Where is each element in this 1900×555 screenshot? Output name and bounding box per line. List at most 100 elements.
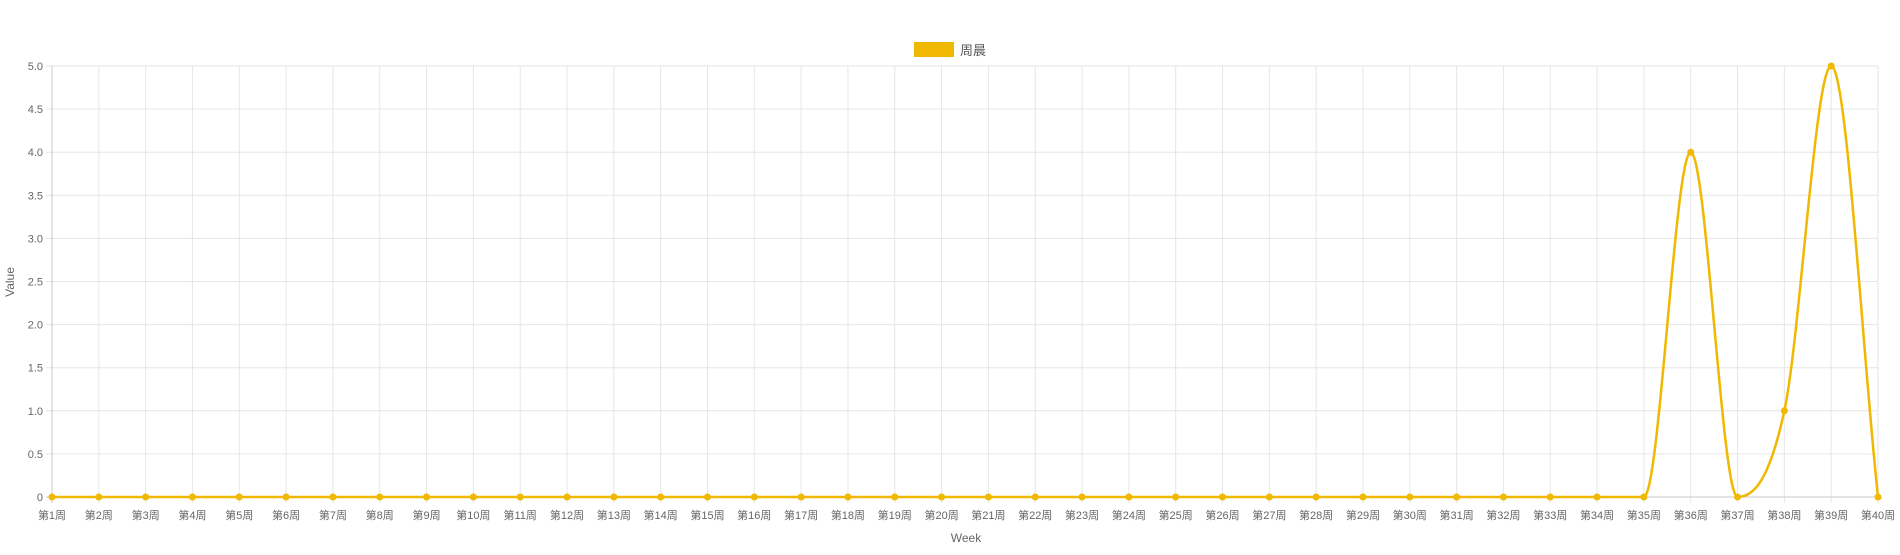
data-point[interactable]	[1406, 493, 1414, 501]
y-axis-title: Value	[3, 267, 17, 297]
data-point[interactable]	[1734, 493, 1742, 501]
data-point[interactable]	[1031, 493, 1039, 501]
data-point[interactable]	[1593, 493, 1601, 501]
x-tick-label: 第36周	[1674, 508, 1708, 522]
y-tick-label: 5.0	[28, 61, 43, 73]
grid-lines	[46, 65, 1879, 503]
data-point[interactable]	[188, 493, 196, 501]
y-tick-label: 4.5	[28, 104, 43, 116]
x-tick-label: 第22周	[1018, 508, 1052, 522]
y-tick-label: 4.0	[28, 147, 43, 159]
x-axis-title: Week	[951, 531, 982, 545]
x-tick-label: 第9周	[413, 508, 441, 522]
data-point[interactable]	[1546, 493, 1554, 501]
data-point[interactable]	[376, 493, 384, 501]
data-point[interactable]	[1078, 493, 1086, 501]
data-points	[48, 62, 1882, 501]
data-point[interactable]	[329, 493, 337, 501]
x-tick-label: 第13周	[597, 508, 631, 522]
x-tick-label: 第35周	[1627, 508, 1661, 522]
data-point[interactable]	[844, 493, 852, 501]
y-tick-labels: 0 0.5 1.0 1.5 2.0 2.5 3.0 3.5 4.0 4.5 5.0	[28, 61, 43, 504]
y-tick-label: 3.5	[28, 190, 43, 202]
x-tick-label: 第2周	[85, 508, 113, 522]
data-point[interactable]	[1827, 62, 1835, 70]
data-point[interactable]	[1172, 493, 1180, 501]
data-point[interactable]	[1219, 493, 1227, 501]
data-point[interactable]	[750, 493, 758, 501]
data-point[interactable]	[891, 493, 899, 501]
x-tick-label: 第12周	[550, 508, 584, 522]
x-tick-label: 第39周	[1814, 508, 1848, 522]
data-point[interactable]	[1359, 493, 1367, 501]
x-tick-label: 第28周	[1299, 508, 1333, 522]
x-tick-label: 第30周	[1393, 508, 1427, 522]
data-point[interactable]	[516, 493, 524, 501]
data-point[interactable]	[1312, 493, 1320, 501]
x-tick-label: 第25周	[1159, 508, 1193, 522]
x-tick-label: 第1周	[38, 508, 66, 522]
data-point[interactable]	[142, 493, 150, 501]
x-tick-label: 第40周	[1861, 508, 1895, 522]
x-tick-label: 第38周	[1767, 508, 1801, 522]
data-point[interactable]	[797, 493, 805, 501]
x-tick-label: 第14周	[644, 508, 678, 522]
data-point[interactable]	[610, 493, 618, 501]
x-tick-label: 第3周	[132, 508, 160, 522]
x-tick-label: 第32周	[1486, 508, 1520, 522]
legend[interactable]: 周晨	[914, 42, 986, 58]
data-point[interactable]	[1125, 493, 1133, 501]
data-point[interactable]	[938, 493, 946, 501]
x-tick-label: 第17周	[784, 508, 818, 522]
data-point[interactable]	[1874, 493, 1882, 501]
x-tick-label: 第31周	[1439, 508, 1473, 522]
data-point[interactable]	[95, 493, 103, 501]
data-point[interactable]	[1499, 493, 1507, 501]
x-tick-label: 第33周	[1533, 508, 1567, 522]
data-point[interactable]	[48, 493, 56, 501]
data-point[interactable]	[423, 493, 431, 501]
x-tick-label: 第15周	[690, 508, 724, 522]
x-tick-label: 第34周	[1580, 508, 1614, 522]
x-tick-label: 第7周	[319, 508, 347, 522]
data-point[interactable]	[1265, 493, 1273, 501]
x-tick-label: 第21周	[971, 508, 1005, 522]
x-tick-label: 第8周	[366, 508, 394, 522]
y-tick-label: 0	[37, 492, 43, 504]
x-tick-label: 第27周	[1252, 508, 1286, 522]
x-tick-label: 第26周	[1205, 508, 1239, 522]
y-tick-label: 2.5	[28, 277, 43, 289]
y-tick-label: 1.0	[28, 406, 43, 418]
x-tick-label: 第29周	[1346, 508, 1380, 522]
x-tick-label: 第24周	[1112, 508, 1146, 522]
x-tick-label: 第23周	[1065, 508, 1099, 522]
legend-swatch[interactable]	[914, 42, 954, 57]
x-tick-label: 第6周	[272, 508, 300, 522]
data-point[interactable]	[563, 493, 571, 501]
x-tick-label: 第11周	[503, 508, 536, 522]
data-point[interactable]	[469, 493, 477, 501]
data-point[interactable]	[1453, 493, 1461, 501]
x-tick-label: 第20周	[924, 508, 958, 522]
data-point[interactable]	[1687, 148, 1695, 156]
y-tick-label: 1.5	[28, 363, 43, 375]
data-point[interactable]	[1780, 407, 1788, 415]
data-point[interactable]	[282, 493, 290, 501]
x-tick-label: 第37周	[1720, 508, 1754, 522]
legend-label[interactable]: 周晨	[960, 43, 986, 58]
data-point[interactable]	[984, 493, 992, 501]
data-point[interactable]	[703, 493, 711, 501]
y-tick-label: 2.0	[28, 320, 43, 332]
x-tick-labels: 第1周 第2周 第3周 第4周 第5周 第6周 第7周 第8周 第9周 第10周 第11周 第12周第…	[38, 508, 1895, 522]
x-tick-label: 第16周	[737, 508, 771, 522]
x-tick-label: 第18周	[831, 508, 865, 522]
data-point[interactable]	[1640, 493, 1648, 501]
x-tick-label: 第19周	[878, 508, 912, 522]
data-point[interactable]	[657, 493, 665, 501]
y-tick-label: 3.0	[28, 233, 43, 245]
data-point[interactable]	[235, 493, 243, 501]
x-tick-label: 第10周	[456, 508, 490, 522]
x-tick-label: 第4周	[178, 508, 206, 522]
